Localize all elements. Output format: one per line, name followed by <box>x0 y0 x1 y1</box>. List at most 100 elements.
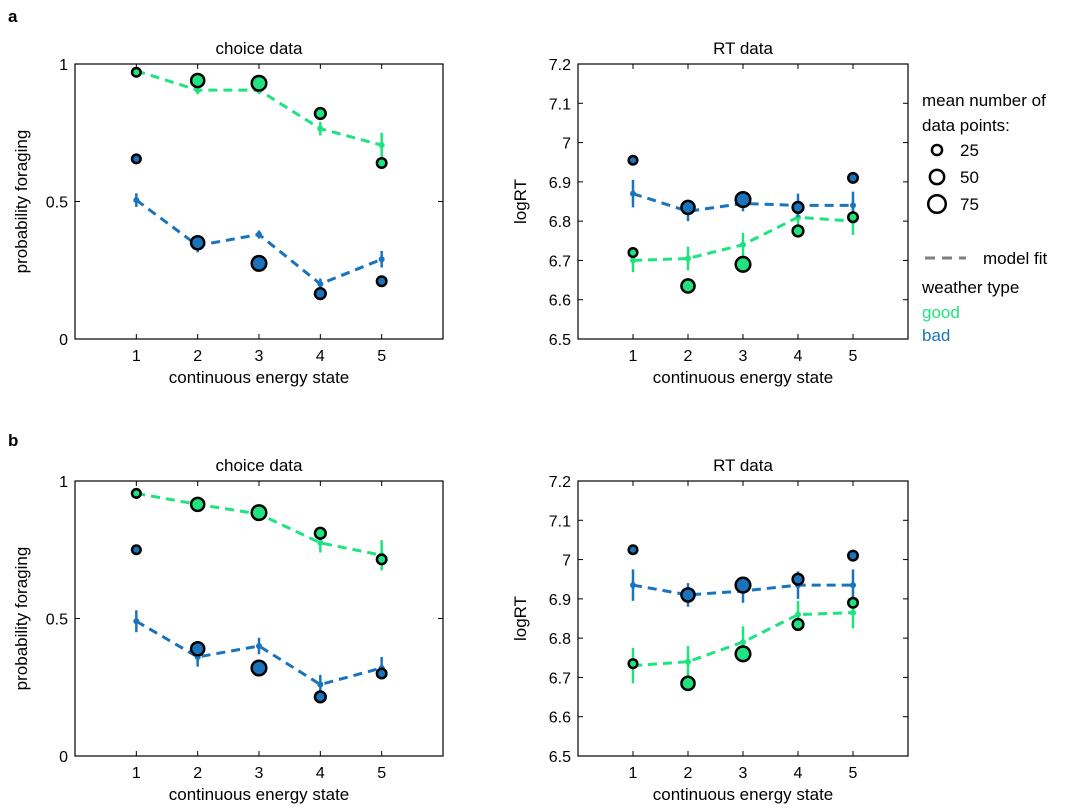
data-point-bad <box>130 153 142 165</box>
y-tick-label: 7 <box>562 136 571 153</box>
fit-point-bad <box>378 256 385 263</box>
fit-point-good <box>740 241 746 248</box>
chart-a-rt: RT data 1 2 3 4 5 6.5 6.6 6.7 6.8 6.9 7 7.1 7.2 contin… <box>511 39 909 387</box>
legend-bad-label: bad <box>922 326 950 345</box>
y-axis-label: probability foraging <box>12 130 31 274</box>
legend-size-marker <box>930 143 944 157</box>
data-point-bad <box>734 576 752 594</box>
legend-size-marker <box>928 168 946 186</box>
data-point-bad <box>627 154 639 166</box>
fit-point-bad <box>630 582 636 589</box>
data-point-good <box>189 72 206 89</box>
x-tick-label: 1 <box>629 348 638 365</box>
data-point-bad <box>734 190 752 209</box>
y-tick-label: 6.5 <box>549 332 571 349</box>
y-tick-label: 6.5 <box>549 749 571 766</box>
data-point-good <box>313 106 327 121</box>
chart-title: RT data <box>713 39 773 58</box>
fit-point-bad <box>317 281 324 287</box>
y-tick-label: 0 <box>59 749 68 766</box>
x-tick-label: 1 <box>132 348 141 365</box>
fit-point-good <box>740 639 746 646</box>
legend-size-label: 25 <box>960 141 979 160</box>
data-point-bad <box>847 549 859 562</box>
x-tick-label: 2 <box>193 348 202 365</box>
plot-frame <box>74 63 444 340</box>
x-tick-label: 3 <box>255 348 264 365</box>
data-point-good <box>250 74 268 92</box>
fit-point-bad <box>850 582 856 589</box>
data-point-bad <box>791 200 805 214</box>
legend-size-title-line1: mean number of <box>922 91 1046 110</box>
x-tick-label: 4 <box>316 348 325 365</box>
x-axis-label: continuous energy state <box>169 785 350 804</box>
data-point-bad <box>627 544 639 556</box>
legend-size-title-line2: data points: <box>922 116 1010 135</box>
x-axis-label: continuous energy state <box>653 785 834 804</box>
fit-point-good <box>850 609 856 616</box>
fit-point-good <box>795 611 801 618</box>
data-point-good <box>847 211 859 224</box>
data-point-good <box>130 66 142 78</box>
x-axis-label: continuous energy state <box>169 368 350 387</box>
fit-point-good <box>317 125 324 132</box>
data-point-good <box>130 487 142 499</box>
y-tick-label: 7.1 <box>549 513 571 530</box>
y-tick-label: 1 <box>59 57 68 74</box>
data-point-bad <box>791 572 805 586</box>
data-point-good <box>627 658 639 670</box>
plot-frame <box>577 480 909 757</box>
x-tick-label: 2 <box>684 348 693 365</box>
y-tick-label: 6.7 <box>549 253 571 270</box>
y-tick-label: 6.6 <box>549 710 571 727</box>
y-tick-label: 6.8 <box>549 631 571 648</box>
panel-label-b: b <box>8 431 18 450</box>
y-tick-label: 0.5 <box>46 195 68 212</box>
chart-b-choice: choice data 1 2 3 4 5 0 0.5 1 continuous energy s… <box>12 456 444 804</box>
x-tick-label: 3 <box>255 765 264 782</box>
x-tick-label: 2 <box>193 765 202 782</box>
x-tick-label: 4 <box>794 765 803 782</box>
data-point-good <box>627 247 639 259</box>
fit-point-good <box>685 255 691 262</box>
data-point-bad <box>313 287 327 301</box>
x-tick-label: 4 <box>794 348 803 365</box>
y-tick-label: 0.5 <box>46 612 68 629</box>
data-point-bad <box>680 587 696 603</box>
legend: mean number of data points: 25 50 75 model… <box>921 91 1048 345</box>
fit-point-bad <box>850 202 856 209</box>
fit-point-bad <box>630 190 636 197</box>
x-tick-label: 1 <box>132 765 141 782</box>
data-point-bad <box>375 275 388 288</box>
fit-point-bad <box>133 197 140 204</box>
x-axis-label: continuous energy state <box>653 368 834 387</box>
legend-model-fit-label: model fit <box>983 249 1048 268</box>
data-point-good <box>680 278 696 294</box>
fit-point-bad <box>317 681 324 688</box>
chart-title: RT data <box>713 456 773 475</box>
y-tick-label: 1 <box>59 474 68 491</box>
chart-a-choice: choice data 1 2 3 4 5 0 0.5 1 continuous energy s… <box>12 39 444 387</box>
fit-point-good <box>378 142 385 149</box>
x-tick-label: 5 <box>377 765 386 782</box>
data-point-bad <box>250 254 268 272</box>
legend-size-label: 50 <box>960 168 979 187</box>
data-point-good <box>313 526 327 540</box>
y-axis-label: logRT <box>511 596 530 641</box>
legend-size-marker <box>926 193 948 215</box>
x-tick-label: 5 <box>849 765 858 782</box>
model-fit-line-good <box>136 491 382 557</box>
legend-size-markers: 25 50 75 <box>926 141 979 215</box>
model-fit-line-bad <box>135 619 383 687</box>
x-tick-label: 4 <box>316 765 325 782</box>
data-point-bad <box>250 659 268 677</box>
data-point-bad <box>130 544 142 556</box>
chart-title: choice data <box>216 456 303 475</box>
x-tick-label: 2 <box>684 765 693 782</box>
data-point-bad <box>847 171 859 184</box>
legend-weather-title: weather type <box>921 278 1019 297</box>
data-point-good <box>680 675 696 692</box>
legend-size-label: 75 <box>960 195 979 214</box>
y-tick-label: 6.7 <box>549 670 571 687</box>
y-tick-label: 6.9 <box>549 592 571 609</box>
